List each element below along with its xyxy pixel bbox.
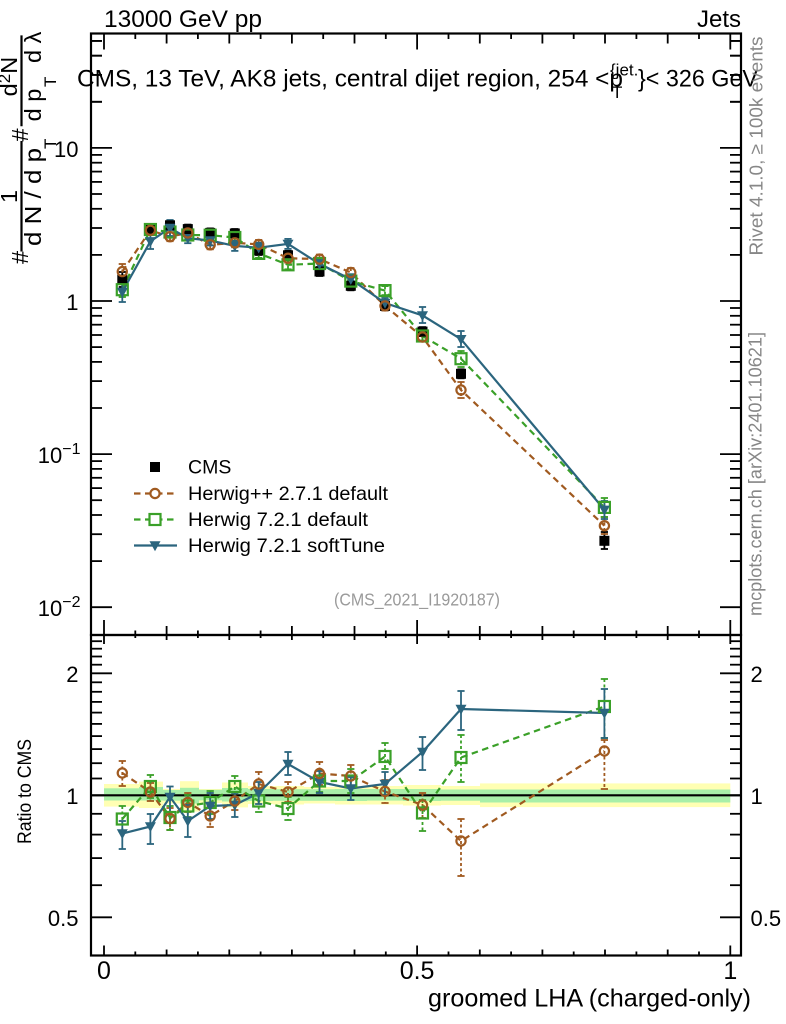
svg-text:0.5: 0.5 xyxy=(400,957,435,985)
svg-text:Herwig 7.2.1 default: Herwig 7.2.1 default xyxy=(188,509,369,531)
svg-text:1: 1 xyxy=(66,784,78,809)
svg-text:1: 1 xyxy=(723,957,737,985)
svg-text:d2N: d2N xyxy=(0,57,22,97)
svg-text:T: T xyxy=(612,83,622,102)
svg-text:Herwig 7.2.1 softTune: Herwig 7.2.1 softTune xyxy=(188,535,385,557)
svg-text:d λ: d λ xyxy=(20,31,46,63)
svg-text:1: 1 xyxy=(66,290,78,315)
svg-text:1: 1 xyxy=(0,190,22,203)
svg-text:T: T xyxy=(41,77,60,87)
svg-text:0.5: 0.5 xyxy=(48,906,79,931)
svg-text:Ratio to CMS: Ratio to CMS xyxy=(15,739,36,844)
svg-text:#: # xyxy=(7,128,33,141)
svg-text:groomed LHA (charged-only): groomed LHA (charged-only) xyxy=(428,985,751,1013)
svg-text:13000 GeV pp: 13000 GeV pp xyxy=(104,6,262,33)
svg-text:1: 1 xyxy=(751,784,763,809)
svg-text:Jets: Jets xyxy=(697,6,741,33)
svg-text:(CMS_2021_I1920187): (CMS_2021_I1920187) xyxy=(334,590,500,611)
svg-text:}< 326 GeV: }< 326 GeV xyxy=(638,66,758,93)
svg-text:#: # xyxy=(7,251,33,264)
svg-text:2: 2 xyxy=(66,662,78,687)
svg-text:T: T xyxy=(41,139,60,149)
svg-text:CMS, 13 TeV, AK8 jets, central: CMS, 13 TeV, AK8 jets, central dijet reg… xyxy=(77,66,623,93)
svg-text:2: 2 xyxy=(751,662,763,687)
svg-text:10: 10 xyxy=(54,137,78,162)
svg-text:mcplots.cern.ch [arXiv:2401.10: mcplots.cern.ch [arXiv:2401.10621] xyxy=(745,332,766,616)
svg-text:Rivet 4.1.0, ≥ 100k events: Rivet 4.1.0, ≥ 100k events xyxy=(746,37,767,256)
svg-text:d N / d p: d N / d p xyxy=(20,148,46,246)
svg-text:d p: d p xyxy=(20,89,46,122)
svg-text:Herwig++ 2.7.1 default: Herwig++ 2.7.1 default xyxy=(188,483,389,505)
svg-text:CMS: CMS xyxy=(188,457,231,479)
svg-text:0.5: 0.5 xyxy=(751,906,782,931)
svg-text:0: 0 xyxy=(97,957,111,985)
svg-text:{jet.: {jet. xyxy=(610,61,638,80)
